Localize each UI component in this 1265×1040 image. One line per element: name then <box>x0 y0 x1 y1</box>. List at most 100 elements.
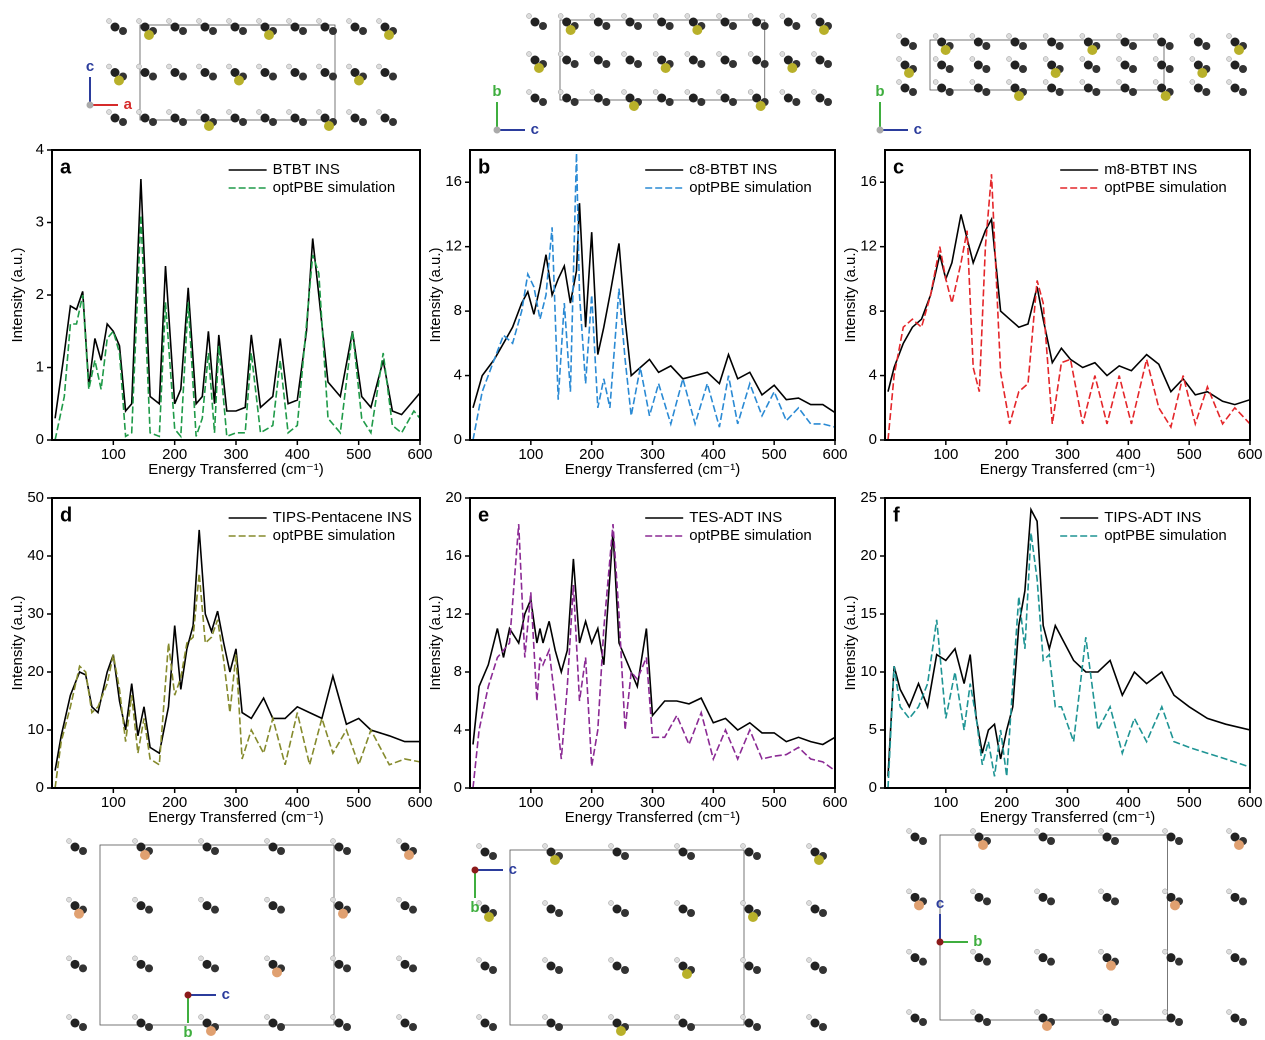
structure: cb <box>470 844 827 1037</box>
hydrogen <box>347 64 352 69</box>
atom <box>937 84 946 93</box>
atom <box>745 848 754 857</box>
hydrogen <box>933 80 938 85</box>
hydrogen <box>199 839 204 844</box>
hetero-atom <box>566 25 576 35</box>
atom <box>901 38 910 47</box>
atom <box>231 114 240 123</box>
axis-origin <box>87 102 94 109</box>
hetero-atom <box>819 25 829 35</box>
atom <box>201 68 210 77</box>
y-tick-label: 20 <box>860 547 877 564</box>
y-tick-label: 4 <box>454 721 462 738</box>
hydrogen <box>1099 889 1104 894</box>
hydrogen <box>907 949 912 954</box>
hydrogen <box>590 14 595 19</box>
hetero-atom <box>1106 961 1116 971</box>
atom <box>792 22 800 30</box>
hydrogen <box>317 19 322 24</box>
hydrogen <box>1035 1010 1040 1015</box>
panel: 0481216100200300400500600Energy Transfer… <box>842 150 1263 478</box>
y-tick-label: 3 <box>36 213 44 230</box>
hydrogen <box>907 829 912 834</box>
atom <box>679 905 688 914</box>
atom <box>571 60 579 68</box>
hydrogen <box>397 897 402 902</box>
atom <box>1056 42 1064 50</box>
atom <box>119 118 127 126</box>
atom <box>687 852 695 860</box>
hydrogen <box>675 1015 680 1020</box>
hydrogen <box>287 110 292 115</box>
hydrogen <box>331 897 336 902</box>
atom <box>299 73 307 81</box>
atom <box>343 1023 351 1031</box>
atom <box>819 1023 827 1031</box>
atom <box>269 73 277 81</box>
atom <box>1239 1018 1247 1026</box>
axis-letter: b <box>875 83 884 100</box>
x-axis-label: Energy Transferred (cm⁻¹) <box>148 461 323 478</box>
hydrogen <box>257 110 262 115</box>
hydrogen <box>197 19 202 24</box>
atom <box>1047 38 1056 47</box>
legend-label: m8-BTBT INS <box>1104 161 1197 178</box>
hetero-atom <box>404 850 414 860</box>
atom <box>179 27 187 35</box>
atom <box>277 906 285 914</box>
hydrogen <box>1080 57 1085 62</box>
atom <box>697 60 705 68</box>
atom <box>329 27 337 35</box>
hetero-atom <box>629 101 639 111</box>
axis-letter: c <box>222 986 230 1003</box>
atom <box>909 88 917 96</box>
plot <box>473 153 835 440</box>
atom <box>211 964 219 972</box>
atom <box>539 22 547 30</box>
atom <box>539 98 547 106</box>
atom <box>277 847 285 855</box>
atom <box>261 114 270 123</box>
series-line <box>888 174 1250 440</box>
atom <box>792 98 800 106</box>
hydrogen <box>1227 80 1232 85</box>
atom <box>555 1023 563 1031</box>
hydrogen <box>1153 80 1158 85</box>
atom <box>1239 65 1247 73</box>
atom <box>687 1023 695 1031</box>
axis-letter: b <box>492 83 501 100</box>
atom <box>1103 833 1112 842</box>
y-tick-label: 20 <box>445 489 462 506</box>
hydrogen <box>477 844 482 849</box>
hydrogen <box>1227 949 1232 954</box>
panel: 01020304050100200300400500600Energy Tran… <box>9 489 433 826</box>
atom <box>261 68 270 77</box>
hydrogen <box>1080 34 1085 39</box>
x-tick-label: 100 <box>101 794 126 811</box>
atom <box>1084 61 1093 70</box>
x-tick-label: 500 <box>346 794 371 811</box>
x-tick-label: 500 <box>762 446 787 463</box>
atom <box>489 1023 497 1031</box>
hetero-atom <box>1051 68 1061 78</box>
hydrogen <box>1035 829 1040 834</box>
y-tick-label: 5 <box>869 721 877 738</box>
atom <box>409 906 417 914</box>
atom <box>1121 38 1130 47</box>
atom <box>71 843 80 852</box>
atom <box>982 65 990 73</box>
atom <box>531 18 540 27</box>
x-tick-label: 600 <box>1237 446 1262 463</box>
hydrogen <box>527 14 532 19</box>
atom <box>1111 837 1119 845</box>
atom <box>359 118 367 126</box>
atom <box>291 23 300 32</box>
atom <box>531 94 540 103</box>
atom <box>1047 897 1055 905</box>
hetero-atom <box>272 967 282 977</box>
atom <box>547 905 556 914</box>
atom <box>919 1018 927 1026</box>
atom <box>911 1014 920 1023</box>
series-line <box>888 510 1250 777</box>
